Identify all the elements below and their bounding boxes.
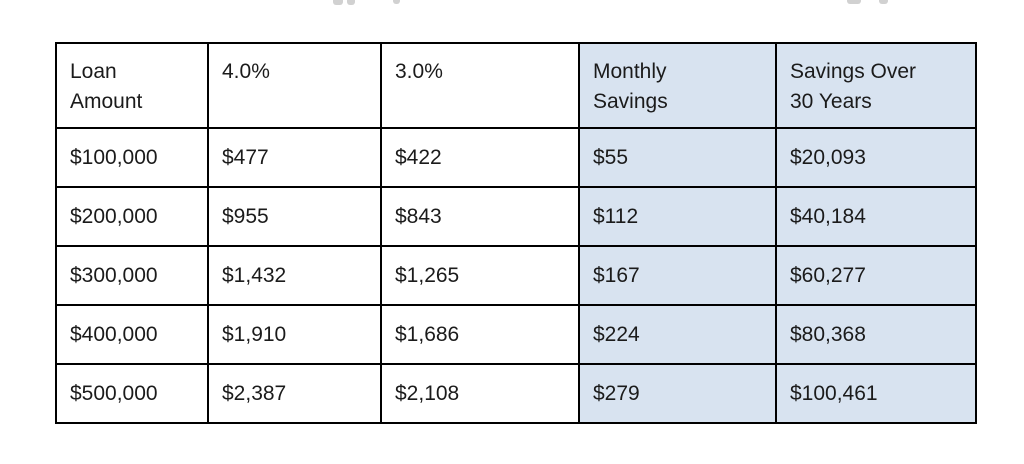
- table-cell: $1,686: [380, 304, 580, 365]
- column-header-monthly-savings: Monthly Savings: [578, 42, 777, 129]
- column-header-rate-4-percent: 4.0%: [207, 42, 382, 129]
- table-cell: $224: [578, 304, 777, 365]
- table-cell: $100,461: [775, 363, 977, 424]
- refinance-savings-table: Loan Amount 4.0% 3.0% Monthly Savings Sa…: [55, 42, 977, 424]
- table-cell: $55: [578, 127, 777, 188]
- table-cell: $1,432: [207, 245, 382, 306]
- table-cell: $1,265: [380, 245, 580, 306]
- cropped-text-artifact: [333, 0, 343, 5]
- table-row: $300,000 $1,432 $1,265 $167 $60,277: [55, 245, 977, 306]
- table-cell: $80,368: [775, 304, 977, 365]
- table-cell: $422: [380, 127, 580, 188]
- table-cell: $279: [578, 363, 777, 424]
- column-header-savings-30-years: Savings Over 30 Years: [775, 42, 977, 129]
- table-cell: $2,387: [207, 363, 382, 424]
- table-cell: $20,093: [775, 127, 977, 188]
- table-cell: $112: [578, 186, 777, 247]
- table-cell: $1,910: [207, 304, 382, 365]
- table-cell: $200,000: [55, 186, 209, 247]
- table-cell: $477: [207, 127, 382, 188]
- cropped-text-artifact: [393, 0, 400, 4]
- table-cell: $40,184: [775, 186, 977, 247]
- table-cell: $955: [207, 186, 382, 247]
- cropped-text-artifact: [347, 0, 355, 5]
- table-row: $400,000 $1,910 $1,686 $224 $80,368: [55, 304, 977, 365]
- table-cell: $2,108: [380, 363, 580, 424]
- column-header-rate-3-percent: 3.0%: [380, 42, 580, 129]
- table-row: $200,000 $955 $843 $112 $40,184: [55, 186, 977, 247]
- table-cell: $300,000: [55, 245, 209, 306]
- table-cell: $100,000: [55, 127, 209, 188]
- table-cell: $400,000: [55, 304, 209, 365]
- table-cell: $167: [578, 245, 777, 306]
- table-row: $100,000 $477 $422 $55 $20,093: [55, 127, 977, 188]
- table-row: $500,000 $2,387 $2,108 $279 $100,461: [55, 363, 977, 424]
- cropped-text-artifact: [879, 0, 888, 4]
- table-header-row: Loan Amount 4.0% 3.0% Monthly Savings Sa…: [55, 42, 977, 129]
- column-header-loan-amount: Loan Amount: [55, 42, 209, 129]
- table-cell: $500,000: [55, 363, 209, 424]
- table-cell: $843: [380, 186, 580, 247]
- cropped-text-artifact: [847, 0, 861, 4]
- table-cell: $60,277: [775, 245, 977, 306]
